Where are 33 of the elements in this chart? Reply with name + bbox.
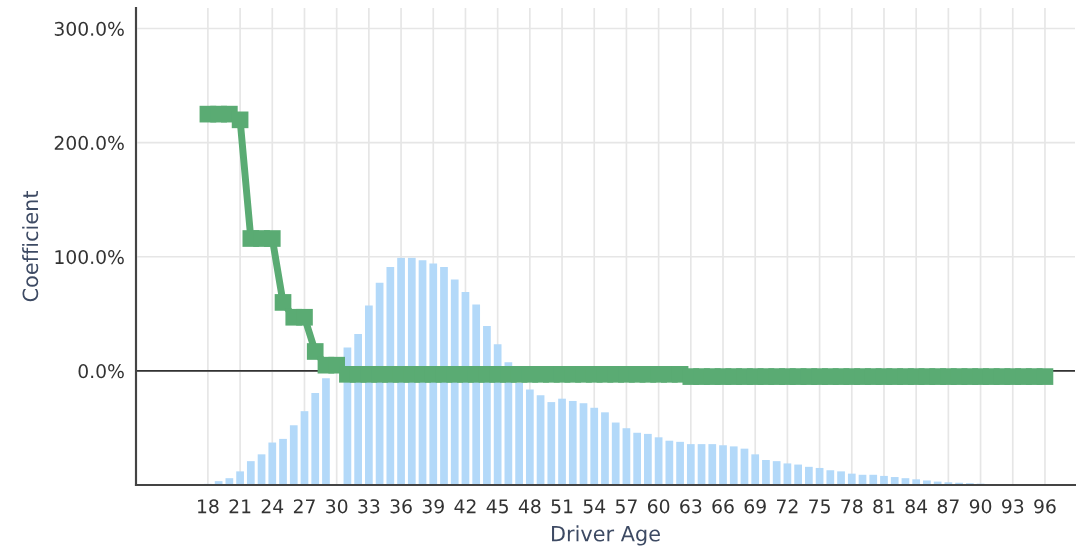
y-axis-title: Coefficient	[22, 191, 39, 302]
y-tick-label: 100.0%	[55, 249, 124, 265]
x-tick-label: 54	[583, 499, 606, 514]
x-axis-title: Driver Age	[552, 525, 660, 546]
x-tick-label: 81	[873, 499, 895, 514]
x-tick-label: 45	[486, 499, 508, 514]
x-tick-label: 30	[326, 499, 348, 514]
x-tick-label: 51	[551, 499, 573, 514]
x-tick-label: 42	[454, 499, 476, 514]
x-tick-label: 33	[358, 499, 380, 514]
x-tick-label: 57	[615, 499, 637, 514]
x-tick-label: 78	[841, 499, 863, 514]
x-tick-label: 75	[809, 499, 830, 514]
x-tick-label: 84	[905, 499, 928, 514]
x-tick-label: 27	[293, 499, 315, 514]
x-tick-label: 72	[777, 499, 798, 514]
x-tick-label: 90	[969, 499, 992, 514]
x-tick-label: 69	[744, 499, 766, 514]
x-tick-label: 87	[937, 499, 959, 514]
y-tick-label: 200.0%	[54, 135, 124, 151]
y-tick-label: 0.0%	[78, 364, 124, 379]
x-tick-label: 63	[680, 499, 702, 514]
x-tick-label: 66	[712, 499, 734, 514]
x-tick-label: 36	[390, 499, 412, 514]
y-tick-label: 300.0%	[54, 21, 124, 36]
x-tick-label: 60	[648, 499, 670, 514]
x-tick-label: 24	[261, 499, 284, 514]
x-tick-label: 18	[198, 499, 219, 514]
x-tick-label: 39	[422, 499, 444, 514]
x-tick-label: 93	[1002, 499, 1024, 514]
x-tick-label: 96	[1034, 499, 1056, 514]
x-tick-label: 48	[518, 499, 541, 514]
x-tick-label: 21	[229, 499, 251, 514]
